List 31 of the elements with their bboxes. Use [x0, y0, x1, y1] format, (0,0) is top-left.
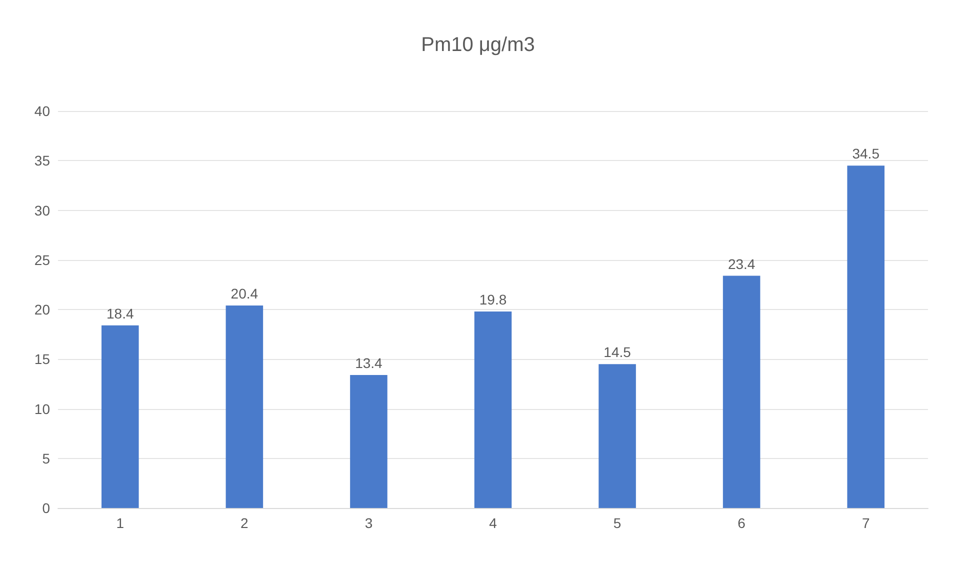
data-label: 18.4 [106, 305, 134, 322]
chart-title: Pm10 μg/m3 [421, 34, 535, 56]
bar [474, 311, 512, 508]
y-tick-label: 5 [42, 450, 50, 466]
y-tick-label: 35 [34, 152, 50, 169]
data-label: 13.4 [355, 355, 383, 372]
bar [226, 306, 264, 508]
y-tick-label: 30 [34, 202, 50, 218]
bar [350, 375, 388, 508]
y-tick-label: 25 [34, 252, 50, 268]
x-tick-label: 3 [364, 515, 373, 531]
y-tick-label: 20 [34, 302, 50, 318]
x-tick-label: 5 [613, 515, 622, 531]
y-tick-label: 10 [34, 400, 50, 417]
bar [598, 364, 636, 508]
data-label: 34.5 [852, 146, 880, 162]
y-tick-label: 40 [34, 103, 50, 119]
data-label: 14.5 [604, 344, 632, 360]
bar [847, 166, 884, 508]
x-tick-label: 2 [240, 515, 249, 531]
x-tick-label: 1 [116, 515, 124, 531]
data-label: 23.4 [728, 256, 756, 272]
bar [102, 325, 139, 508]
data-label: 20.4 [230, 286, 258, 302]
x-tick-label: 7 [862, 515, 870, 531]
bar [722, 276, 760, 508]
y-tick-label: 15 [34, 351, 50, 368]
y-tick-label: 0 [42, 500, 50, 516]
data-label: 19.8 [479, 291, 507, 308]
x-tick-label: 6 [738, 515, 746, 531]
x-tick-label: 4 [489, 515, 498, 531]
